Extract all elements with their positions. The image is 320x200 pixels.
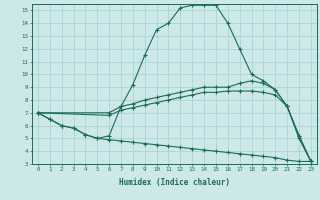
X-axis label: Humidex (Indice chaleur): Humidex (Indice chaleur) (119, 178, 230, 187)
